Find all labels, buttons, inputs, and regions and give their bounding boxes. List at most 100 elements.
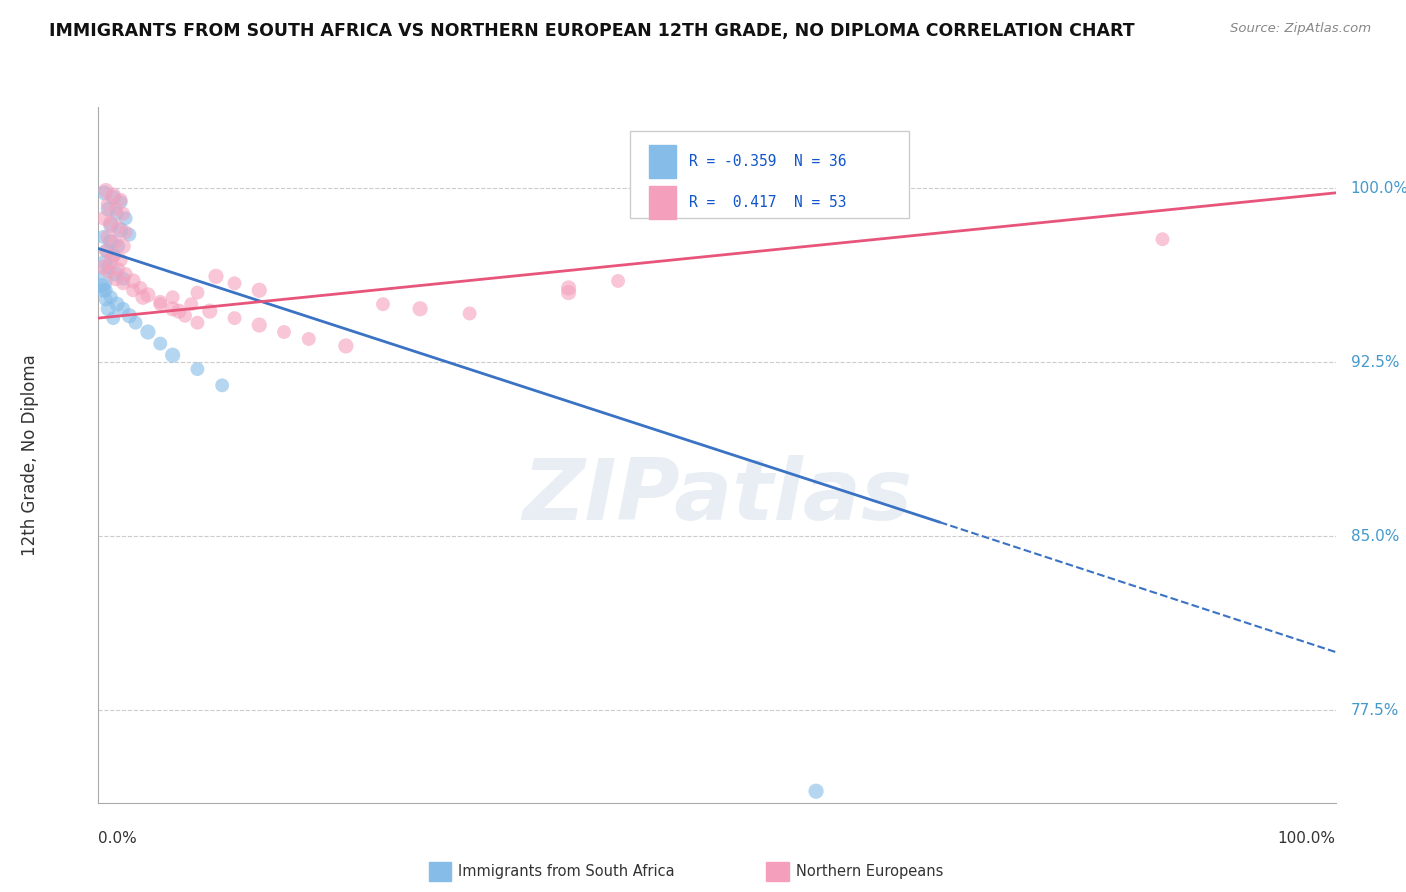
Text: 92.5%: 92.5% bbox=[1351, 355, 1399, 369]
Point bbox=[122, 274, 145, 288]
Point bbox=[132, 290, 155, 304]
Text: Immigrants from South Africa: Immigrants from South Africa bbox=[458, 864, 675, 879]
Point bbox=[110, 193, 132, 207]
Point bbox=[104, 235, 127, 249]
Bar bbox=[650, 145, 676, 178]
Point bbox=[97, 230, 120, 244]
Point bbox=[205, 269, 228, 284]
Point bbox=[103, 188, 125, 202]
Point bbox=[112, 239, 135, 253]
Point bbox=[97, 265, 120, 279]
Point bbox=[371, 297, 394, 311]
Point bbox=[103, 311, 125, 326]
Point bbox=[96, 244, 118, 258]
Text: R = -0.359  N = 36: R = -0.359 N = 36 bbox=[689, 153, 846, 169]
Point bbox=[186, 316, 208, 330]
Text: 77.5%: 77.5% bbox=[1351, 703, 1399, 717]
Point bbox=[97, 301, 120, 316]
Point bbox=[247, 318, 270, 332]
Point bbox=[100, 216, 122, 230]
Bar bbox=[650, 186, 676, 219]
Text: 85.0%: 85.0% bbox=[1351, 529, 1399, 543]
Text: ZIPatlas: ZIPatlas bbox=[522, 455, 912, 538]
Point bbox=[114, 225, 136, 239]
Point bbox=[335, 339, 357, 353]
Point bbox=[107, 220, 129, 235]
Point bbox=[149, 336, 172, 351]
Point bbox=[100, 290, 122, 304]
Point bbox=[90, 274, 112, 288]
Point bbox=[162, 301, 184, 316]
Point bbox=[118, 309, 141, 323]
Point bbox=[804, 784, 827, 798]
Point bbox=[129, 281, 152, 295]
Point bbox=[93, 211, 115, 226]
Point bbox=[97, 260, 120, 274]
Point bbox=[93, 260, 115, 274]
Point bbox=[124, 316, 146, 330]
Point bbox=[97, 197, 120, 211]
Point bbox=[110, 253, 132, 268]
Point bbox=[122, 283, 145, 297]
Point bbox=[107, 262, 129, 277]
Point bbox=[247, 283, 270, 297]
Point bbox=[103, 248, 125, 262]
Point bbox=[100, 235, 122, 249]
Point bbox=[557, 281, 579, 295]
Text: 12th Grade, No Diploma: 12th Grade, No Diploma bbox=[21, 354, 39, 556]
Point bbox=[273, 325, 295, 339]
Point bbox=[114, 267, 136, 281]
Point bbox=[105, 207, 128, 221]
Point bbox=[105, 297, 128, 311]
Point bbox=[298, 332, 321, 346]
Point bbox=[224, 311, 246, 326]
Point bbox=[149, 294, 172, 309]
Point bbox=[94, 184, 117, 198]
Point bbox=[557, 285, 579, 300]
Point bbox=[174, 309, 197, 323]
Point bbox=[112, 207, 135, 221]
Point bbox=[103, 190, 125, 204]
Point bbox=[110, 223, 132, 237]
Point bbox=[607, 274, 630, 288]
Point bbox=[211, 378, 233, 392]
Point bbox=[186, 362, 208, 376]
Point bbox=[136, 288, 159, 302]
Text: 100.0%: 100.0% bbox=[1278, 830, 1336, 846]
Text: 0.0%: 0.0% bbox=[98, 830, 138, 846]
Point bbox=[91, 278, 114, 293]
Point bbox=[198, 304, 221, 318]
Point bbox=[93, 230, 115, 244]
Point bbox=[93, 255, 115, 269]
FancyBboxPatch shape bbox=[630, 131, 908, 219]
Point bbox=[409, 301, 432, 316]
Point bbox=[458, 306, 481, 320]
Text: IMMIGRANTS FROM SOUTH AFRICA VS NORTHERN EUROPEAN 12TH GRADE, NO DIPLOMA CORRELA: IMMIGRANTS FROM SOUTH AFRICA VS NORTHERN… bbox=[49, 22, 1135, 40]
Point bbox=[93, 283, 115, 297]
Point bbox=[94, 244, 117, 258]
Point bbox=[180, 297, 202, 311]
Point bbox=[114, 211, 136, 226]
Text: Source: ZipAtlas.com: Source: ZipAtlas.com bbox=[1230, 22, 1371, 36]
Point bbox=[112, 277, 135, 291]
Point bbox=[110, 195, 132, 210]
Point bbox=[167, 304, 190, 318]
Point bbox=[112, 301, 135, 316]
Point bbox=[112, 271, 135, 285]
Point bbox=[97, 202, 120, 216]
Point bbox=[162, 290, 184, 304]
Point bbox=[103, 248, 125, 262]
Point bbox=[104, 202, 127, 216]
Point bbox=[136, 325, 159, 339]
Point bbox=[118, 227, 141, 242]
Point bbox=[94, 283, 117, 297]
Point bbox=[1152, 232, 1174, 246]
Point bbox=[94, 293, 117, 307]
Point bbox=[104, 267, 127, 281]
Point bbox=[100, 255, 122, 269]
Point bbox=[104, 271, 127, 285]
Text: Northern Europeans: Northern Europeans bbox=[796, 864, 943, 879]
Point bbox=[186, 285, 208, 300]
Point bbox=[107, 239, 129, 253]
Point bbox=[162, 348, 184, 362]
